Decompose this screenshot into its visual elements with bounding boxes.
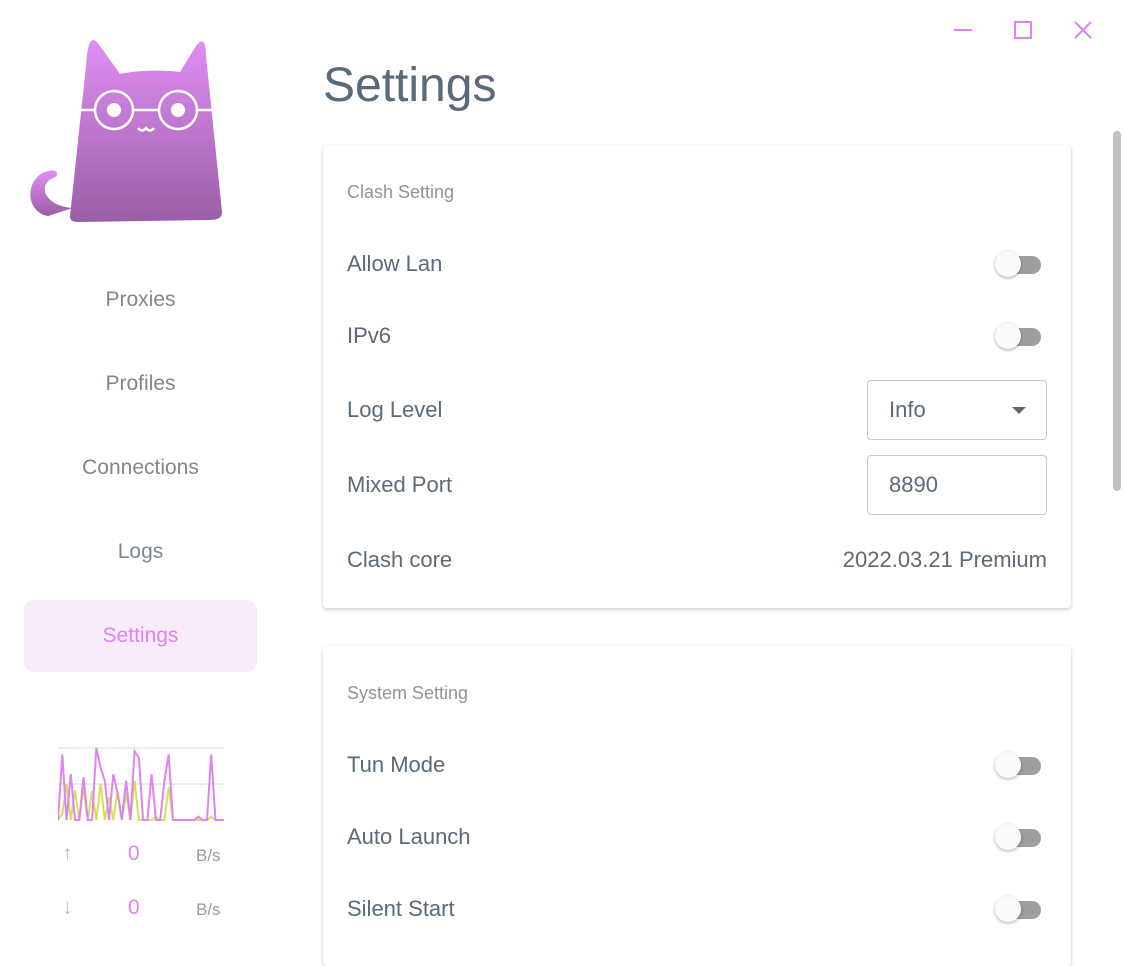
sidebar-item-connections[interactable]: Connections: [82, 456, 199, 479]
caret-down-icon: [1012, 407, 1026, 414]
mixed-port-value: 8890: [889, 472, 938, 497]
upload-series-line: [58, 747, 224, 821]
card-title: System Setting: [347, 683, 469, 703]
system-setting-card: System Setting Tun Mode Auto Launch Sile…: [323, 646, 1071, 966]
tun-mode-toggle[interactable]: [995, 752, 1043, 778]
allow-lan-toggle[interactable]: [995, 251, 1043, 277]
log-level-row: Log Level Info: [347, 380, 1047, 440]
page-title: Settings: [323, 59, 497, 112]
download-unit: B/s: [196, 900, 221, 919]
sidebar: Proxies Profiles Connections Logs Settin…: [0, 0, 280, 937]
ipv6-row: IPv6: [347, 316, 1047, 356]
auto-launch-row: Auto Launch: [347, 817, 1047, 857]
silent-start-row: Silent Start: [347, 889, 1047, 929]
log-level-select[interactable]: Info: [867, 380, 1047, 440]
maximize-icon: [1014, 21, 1032, 39]
cat-logo: [30, 40, 222, 222]
maximize-button[interactable]: [1011, 18, 1035, 42]
mixed-port-row: Mixed Port 8890: [347, 455, 1047, 515]
upload-value: 0: [128, 842, 140, 865]
clash-core-row: Clash core 2022.03.21 Premium: [347, 540, 1047, 580]
silent-start-label: Silent Start: [347, 896, 455, 921]
clash-setting-card: Clash Setting Allow Lan IPv6 Log Level I…: [323, 145, 1071, 608]
upload-speed: ↑ 0 B/s: [58, 842, 228, 872]
tun-mode-label: Tun Mode: [347, 752, 446, 777]
allow-lan-label: Allow Lan: [347, 251, 443, 276]
clash-core-label: Clash core: [347, 547, 453, 572]
auto-launch-toggle[interactable]: [995, 824, 1043, 850]
ipv6-label: IPv6: [347, 323, 392, 348]
sidebar-item-profiles[interactable]: Profiles: [105, 372, 176, 395]
card-title: Clash Setting: [347, 182, 455, 202]
silent-start-toggle[interactable]: [995, 896, 1043, 922]
scrollbar[interactable]: [1113, 131, 1121, 491]
sidebar-item-logs[interactable]: Logs: [117, 540, 164, 563]
download-speed: ↓ 0 B/s: [58, 896, 228, 926]
close-button[interactable]: [1071, 18, 1095, 42]
log-level-label: Log Level: [347, 397, 443, 422]
tun-mode-row: Tun Mode: [347, 745, 1047, 785]
sidebar-item-proxies[interactable]: Proxies: [105, 288, 176, 311]
mixed-port-label: Mixed Port: [347, 472, 453, 497]
close-icon: [1074, 21, 1092, 39]
arrow-down-icon: ↓: [62, 896, 73, 919]
allow-lan-row: Allow Lan: [347, 244, 1047, 284]
download-value: 0: [128, 896, 140, 919]
clash-core-version: 2022.03.21 Premium: [842, 547, 1047, 572]
upload-unit: B/s: [196, 846, 221, 865]
ipv6-toggle[interactable]: [995, 323, 1043, 349]
log-level-value: Info: [889, 397, 926, 422]
auto-launch-label: Auto Launch: [347, 824, 471, 849]
arrow-up-icon: ↑: [62, 842, 73, 865]
minimize-icon: [954, 29, 972, 31]
sidebar-item-settings[interactable]: Settings: [24, 600, 257, 672]
traffic-graph: [58, 747, 224, 821]
minimize-button[interactable]: [951, 18, 975, 42]
mixed-port-input[interactable]: 8890: [867, 455, 1047, 515]
